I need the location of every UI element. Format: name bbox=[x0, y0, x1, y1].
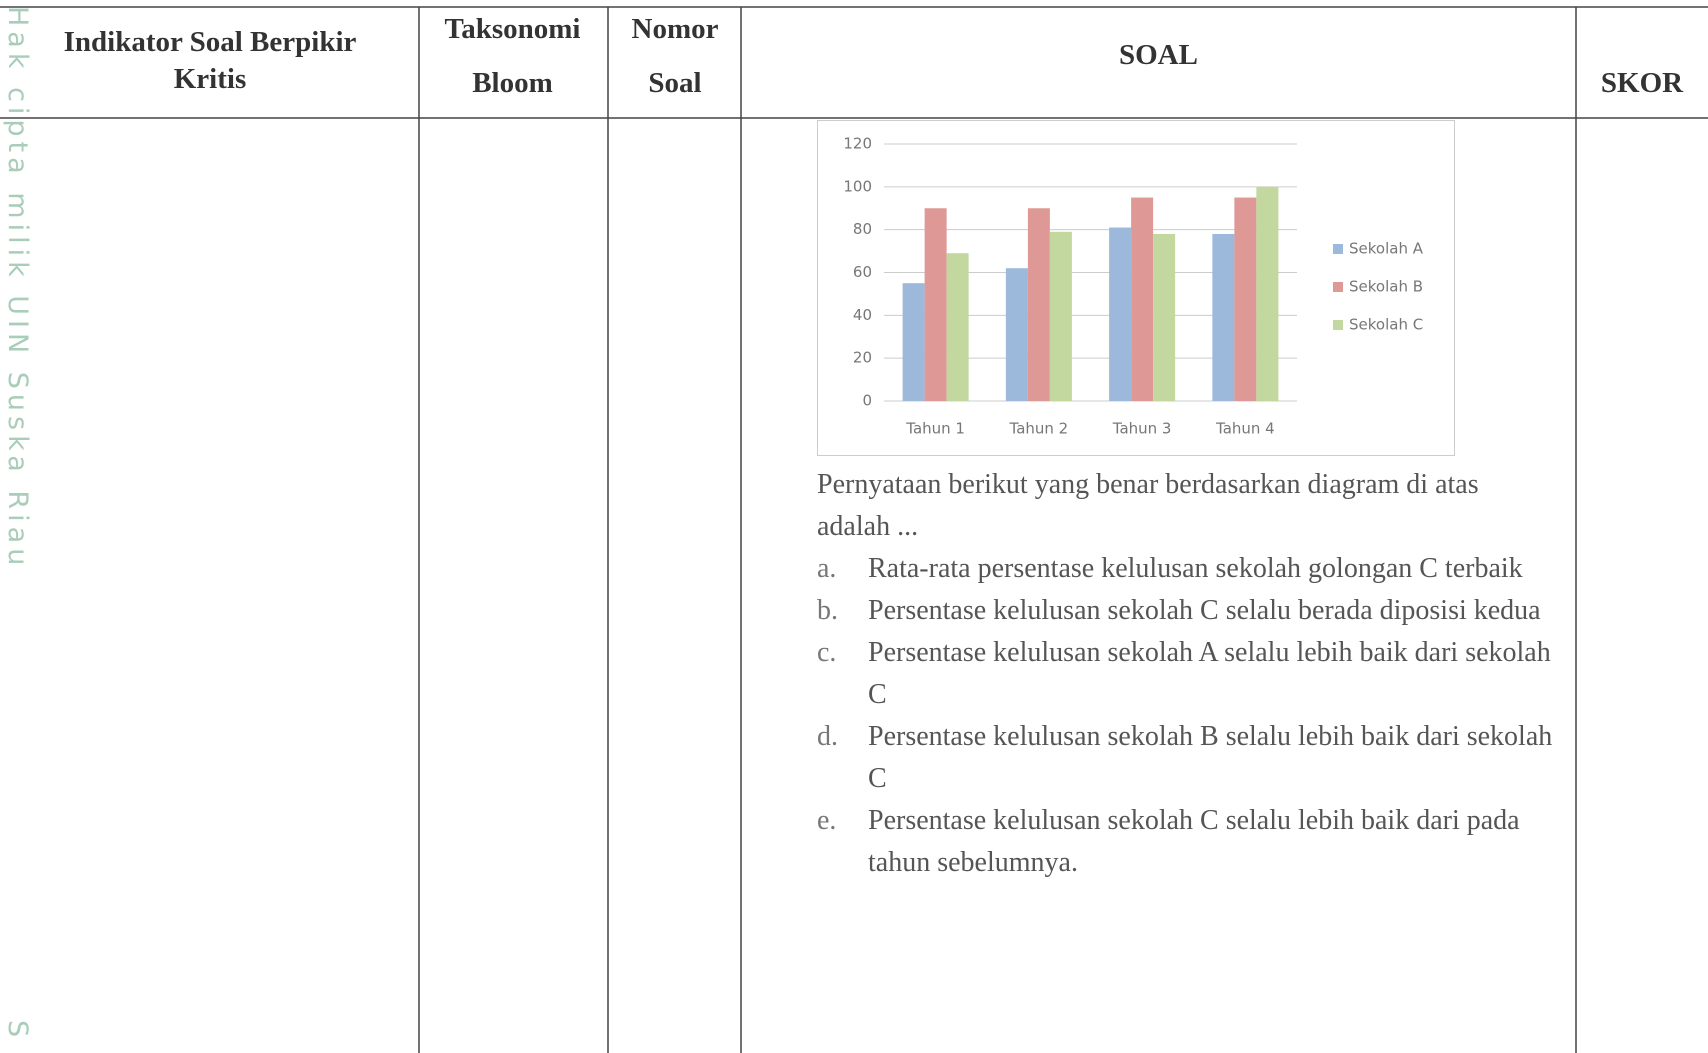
x-tick-label: Tahun 2 bbox=[1009, 420, 1069, 438]
option-text: Persentase kelulusan sekolah B selalu le… bbox=[868, 716, 1557, 800]
legend-swatch bbox=[1333, 320, 1343, 330]
bar bbox=[1028, 208, 1050, 401]
page: Hak cipta milik UIN Suska Riau S Indikat… bbox=[0, 0, 1708, 1053]
option-label: e. bbox=[817, 800, 868, 884]
bar bbox=[1050, 232, 1072, 401]
bar bbox=[1131, 198, 1153, 401]
legend-swatch bbox=[1333, 282, 1343, 292]
option-label: d. bbox=[817, 716, 868, 800]
option: d.Persentase kelulusan sekolah B selalu … bbox=[817, 716, 1557, 800]
y-tick-label: 100 bbox=[843, 177, 872, 195]
legend-label: Sekolah C bbox=[1349, 316, 1423, 334]
option: c.Persentase kelulusan sekolah A selalu … bbox=[817, 632, 1557, 716]
bar bbox=[1109, 228, 1131, 401]
header-cell: Taksonomi Bloom bbox=[430, 2, 595, 110]
options: a.Rata-rata persentase kelulusan sekolah… bbox=[817, 548, 1557, 884]
option: e.Persentase kelulusan sekolah C selalu … bbox=[817, 800, 1557, 884]
option-text: Persentase kelulusan sekolah A selalu le… bbox=[868, 632, 1557, 716]
option: b.Persentase kelulusan sekolah C selalu … bbox=[817, 590, 1557, 632]
option-label: a. bbox=[817, 548, 868, 590]
side-watermark: Hak cipta milik UIN Suska Riau bbox=[2, 6, 33, 570]
option-label: c. bbox=[817, 632, 868, 716]
y-tick-label: 20 bbox=[853, 349, 872, 367]
x-tick-label: Tahun 4 bbox=[1215, 420, 1275, 438]
y-tick-label: 0 bbox=[862, 392, 872, 410]
option-text: Rata-rata persentase kelulusan sekolah g… bbox=[868, 548, 1523, 590]
option-label: b. bbox=[817, 590, 868, 632]
x-tick-label: Tahun 3 bbox=[1112, 420, 1172, 438]
legend-label: Sekolah B bbox=[1349, 278, 1423, 296]
option-text: Persentase kelulusan sekolah C selalu le… bbox=[868, 800, 1557, 884]
side-watermark-letter: S bbox=[2, 1020, 33, 1042]
header-cell: SOAL bbox=[741, 28, 1576, 82]
bar bbox=[1234, 198, 1256, 401]
option-text: Persentase kelulusan sekolah C selalu be… bbox=[868, 590, 1541, 632]
x-tick-label: Tahun 1 bbox=[905, 420, 965, 438]
chart: 0 20 40 60 80 100 120 Tahun 1 Tahun 2 Tahun 3 Tahu… bbox=[817, 120, 1455, 456]
header-cell: Indikator Soal Berpikir Kritis bbox=[40, 24, 380, 98]
header-cell: Nomor Soal bbox=[620, 2, 730, 110]
y-tick-label: 40 bbox=[853, 306, 872, 324]
bar bbox=[1212, 234, 1234, 401]
bar bbox=[1006, 268, 1028, 401]
option: a.Rata-rata persentase kelulusan sekolah… bbox=[817, 548, 1557, 590]
bar bbox=[947, 253, 969, 401]
legend-label: Sekolah A bbox=[1349, 240, 1424, 258]
legend-swatch bbox=[1333, 244, 1343, 254]
y-tick-label: 60 bbox=[853, 263, 872, 281]
bar bbox=[903, 283, 925, 401]
y-tick-label: 80 bbox=[853, 220, 872, 238]
header-cell: SKOR bbox=[1576, 56, 1708, 110]
bar bbox=[925, 208, 947, 401]
y-tick-label: 120 bbox=[843, 135, 872, 153]
bar bbox=[1153, 234, 1175, 401]
question-stem: Pernyataan berikut yang benar berdasarka… bbox=[817, 464, 1557, 548]
bar bbox=[1256, 187, 1278, 401]
